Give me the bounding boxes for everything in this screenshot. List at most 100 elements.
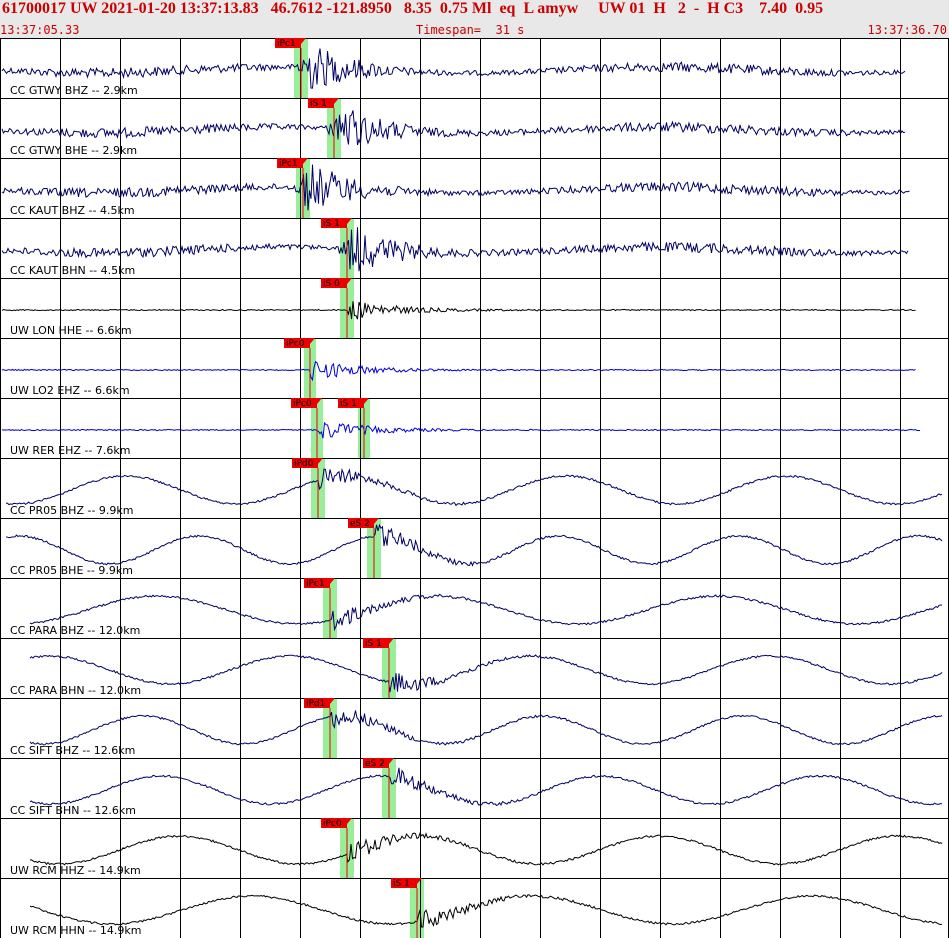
trace-label: CC PARA BHN -- 12.0km bbox=[10, 684, 141, 697]
pick-flag[interactable] bbox=[304, 698, 330, 708]
pick-marker[interactable]: iS 1 bbox=[338, 398, 369, 458]
pick-triangle-icon bbox=[330, 578, 335, 584]
waveform bbox=[1, 360, 916, 382]
event-summary: 61700017 UW 2021-01-20 13:37:13.83 46.76… bbox=[2, 0, 824, 17]
pick-label: iPc1 bbox=[277, 39, 296, 49]
timespan-label: Timespan= 31 s bbox=[416, 23, 525, 37]
pick-flag[interactable] bbox=[391, 878, 417, 888]
pick-label: iS 0 bbox=[323, 279, 340, 289]
waveform bbox=[29, 593, 943, 632]
pick-flag[interactable] bbox=[284, 338, 310, 348]
pick-flag[interactable] bbox=[275, 38, 301, 48]
phase-picks[interactable]: iPc1 iS 1 iPc1 iS 1 iS 0 iPc0 iPc0 iS 1 iPd0 eS 2… bbox=[275, 38, 422, 938]
trace-label: CC PARA BHZ -- 12.0km bbox=[10, 624, 140, 637]
trace-label: CC SIFT BHZ -- 12.6km bbox=[10, 744, 135, 757]
trace-label: UW RCM HHN -- 14.9km bbox=[10, 924, 141, 937]
waveform bbox=[29, 654, 943, 693]
trace-label: CC GTWY BHZ -- 2.9km bbox=[10, 84, 138, 97]
seismogram-panel[interactable]: iPc1 iS 1 iPc1 iS 1 iS 0 iPc0 iPc0 iS 1 iPd0 eS 2… bbox=[0, 38, 949, 938]
pick-label: iPc1 bbox=[279, 159, 298, 169]
trace-label: CC GTWY BHE -- 2.9km bbox=[10, 144, 137, 157]
pick-flag[interactable] bbox=[321, 218, 347, 228]
pick-triangle-icon bbox=[303, 158, 308, 164]
waveform bbox=[30, 832, 943, 866]
pick-triangle-icon bbox=[374, 518, 379, 524]
pick-marker[interactable]: iPd1 bbox=[304, 698, 335, 758]
pick-label: iS 1 bbox=[323, 219, 340, 229]
trace-label: UW LO2 EHZ -- 6.6km bbox=[10, 384, 130, 397]
pick-bars bbox=[294, 38, 424, 938]
trace-label: UW RCM HHZ -- 14.9km bbox=[10, 864, 141, 877]
trace-label: UW RER EHZ -- 7.6km bbox=[10, 444, 130, 457]
event-header: 61700017 UW 2021-01-20 13:37:13.83 46.76… bbox=[0, 0, 949, 22]
pick-flag[interactable] bbox=[338, 398, 364, 408]
waveform bbox=[5, 523, 943, 567]
trace-label: CC PR05 BHZ -- 9.9km bbox=[10, 504, 134, 517]
pick-flag[interactable] bbox=[321, 278, 347, 288]
pick-marker[interactable]: iS 1 bbox=[363, 638, 394, 698]
pick-marker[interactable]: eS 2 bbox=[363, 758, 394, 818]
waveform bbox=[1, 421, 921, 439]
pick-marker[interactable]: iS 1 bbox=[391, 878, 422, 938]
trace-label: CC KAUT BHN -- 4.5km bbox=[10, 264, 135, 277]
pick-triangle-icon bbox=[318, 458, 323, 464]
time-grid bbox=[0, 38, 949, 938]
pick-label: iPc0 bbox=[286, 339, 305, 349]
waveform bbox=[1, 227, 909, 272]
pick-triangle-icon bbox=[389, 758, 394, 764]
trace-label: CC SIFT BHN -- 12.6km bbox=[10, 804, 136, 817]
pick-label: eS 2 bbox=[365, 759, 385, 769]
pick-triangle-icon bbox=[347, 818, 352, 824]
pick-marker[interactable]: iPc1 bbox=[304, 578, 335, 638]
waveform bbox=[1, 164, 910, 211]
pick-marker[interactable]: iS 1 bbox=[321, 218, 352, 278]
pick-flag[interactable] bbox=[277, 158, 303, 168]
pick-label: iS 1 bbox=[340, 399, 357, 409]
pick-flag[interactable] bbox=[363, 758, 389, 768]
pick-flag[interactable] bbox=[321, 818, 347, 828]
pick-label: iPd1 bbox=[306, 699, 325, 709]
waveform bbox=[29, 710, 943, 746]
pick-label: iPd0 bbox=[294, 459, 314, 469]
waveform bbox=[29, 767, 943, 807]
pick-marker[interactable]: iPc0 bbox=[321, 818, 352, 878]
pick-label: iPc1 bbox=[306, 579, 325, 589]
waveform bbox=[1, 48, 906, 89]
waveform bbox=[5, 468, 943, 507]
waveform-traces bbox=[1, 48, 943, 928]
pick-flag[interactable] bbox=[292, 458, 318, 468]
pick-label: iPc0 bbox=[293, 399, 312, 409]
trace-label: CC PR05 BHE -- 9.9km bbox=[10, 564, 133, 577]
end-time: 13:37:36.70 bbox=[867, 23, 947, 37]
pick-triangle-icon bbox=[347, 218, 352, 224]
pick-marker[interactable]: iS 1 bbox=[308, 98, 339, 158]
waveform bbox=[1, 110, 906, 146]
pick-label: iPc0 bbox=[323, 819, 342, 829]
pick-flag[interactable] bbox=[363, 638, 389, 648]
pick-marker[interactable]: eS 2 bbox=[348, 518, 379, 578]
pick-marker[interactable]: iPc0 bbox=[291, 398, 322, 458]
pick-label: eS 2 bbox=[350, 519, 370, 529]
pick-label: iS 1 bbox=[365, 639, 382, 649]
pick-triangle-icon bbox=[330, 698, 335, 704]
trace-label: CC KAUT BHZ -- 4.5km bbox=[10, 204, 135, 217]
pick-triangle-icon bbox=[389, 638, 394, 644]
pick-triangle-icon bbox=[417, 878, 422, 884]
trace-labels: CC GTWY BHZ -- 2.9km CC GTWY BHE -- 2.9km… bbox=[10, 84, 141, 937]
waveform bbox=[29, 894, 943, 928]
waveform bbox=[1, 301, 916, 320]
pick-flag[interactable] bbox=[348, 518, 374, 528]
pick-triangle-icon bbox=[301, 38, 306, 44]
pick-flag[interactable] bbox=[291, 398, 317, 408]
pick-marker[interactable]: iPc1 bbox=[277, 158, 308, 218]
pick-label: iS 1 bbox=[310, 99, 327, 109]
trace-label: UW LON HHE -- 6.6km bbox=[10, 324, 132, 337]
pick-marker[interactable]: iPd0 bbox=[292, 458, 323, 518]
start-time: 13:37:05.33 bbox=[0, 23, 80, 37]
pick-flag[interactable] bbox=[308, 98, 334, 108]
time-bar: 13:37:05.33 Timespan= 31 s 13:37:36.70 bbox=[0, 22, 949, 38]
pick-marker[interactable]: iPc1 bbox=[275, 38, 306, 98]
pick-marker[interactable]: iPc0 bbox=[284, 338, 315, 398]
pick-flag[interactable] bbox=[304, 578, 330, 588]
pick-marker[interactable]: iS 0 bbox=[321, 278, 352, 338]
